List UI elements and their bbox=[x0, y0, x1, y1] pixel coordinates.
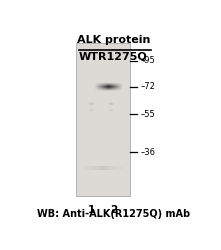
Bar bbox=[76, 44, 130, 196]
Text: –36: –36 bbox=[141, 148, 156, 157]
Text: 1: 1 bbox=[88, 205, 95, 215]
Text: –95: –95 bbox=[141, 56, 155, 66]
Text: WB: Anti-ALK(R1275Q) mAb: WB: Anti-ALK(R1275Q) mAb bbox=[37, 209, 190, 219]
Text: –72: –72 bbox=[141, 82, 156, 91]
Text: ALK protein: ALK protein bbox=[76, 35, 150, 45]
Text: –55: –55 bbox=[141, 110, 155, 119]
Text: 2: 2 bbox=[110, 205, 118, 215]
Text: WTR1275Q: WTR1275Q bbox=[79, 51, 148, 61]
